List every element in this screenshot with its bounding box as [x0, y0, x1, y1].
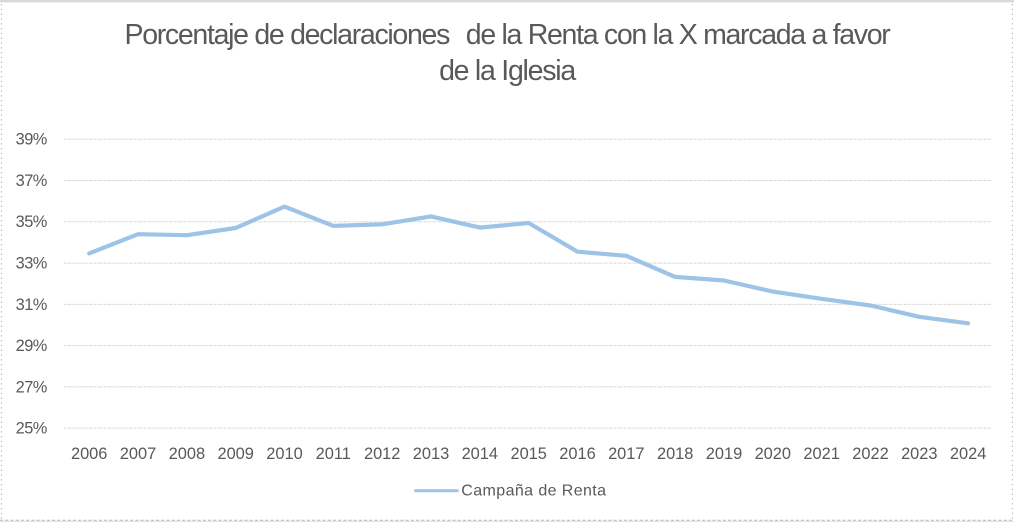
svg-text:37%: 37%	[16, 172, 47, 190]
svg-text:2020: 2020	[755, 445, 791, 463]
svg-text:2021: 2021	[803, 445, 839, 463]
svg-text:2019: 2019	[706, 445, 742, 463]
svg-text:35%: 35%	[16, 213, 47, 231]
svg-text:Campaña de Renta: Campaña de Renta	[461, 482, 606, 499]
svg-text:33%: 33%	[16, 255, 47, 273]
svg-text:2015: 2015	[510, 445, 546, 463]
svg-text:2022: 2022	[852, 445, 888, 463]
svg-text:29%: 29%	[16, 337, 47, 355]
svg-text:2006: 2006	[71, 445, 107, 463]
svg-text:39%: 39%	[16, 131, 47, 149]
svg-text:2007: 2007	[120, 445, 156, 463]
svg-text:2018: 2018	[657, 445, 693, 463]
svg-text:25%: 25%	[16, 420, 47, 438]
svg-text:2013: 2013	[413, 445, 449, 463]
svg-text:31%: 31%	[16, 296, 47, 314]
svg-text:2023: 2023	[901, 445, 937, 463]
svg-text:2017: 2017	[608, 445, 644, 463]
svg-text:2024: 2024	[950, 445, 986, 463]
svg-text:de la Iglesia: de la Iglesia	[439, 55, 576, 87]
svg-text:2010: 2010	[266, 445, 302, 463]
svg-text:2008: 2008	[169, 445, 205, 463]
svg-text:Porcentaje de declaraciones d: Porcentaje de declaraciones de la Renta …	[124, 19, 891, 51]
svg-text:27%: 27%	[16, 378, 47, 396]
svg-text:2012: 2012	[364, 445, 400, 463]
svg-text:2016: 2016	[559, 445, 595, 463]
svg-text:2009: 2009	[217, 445, 253, 463]
svg-text:2011: 2011	[316, 445, 351, 463]
svg-text:2014: 2014	[462, 445, 498, 463]
